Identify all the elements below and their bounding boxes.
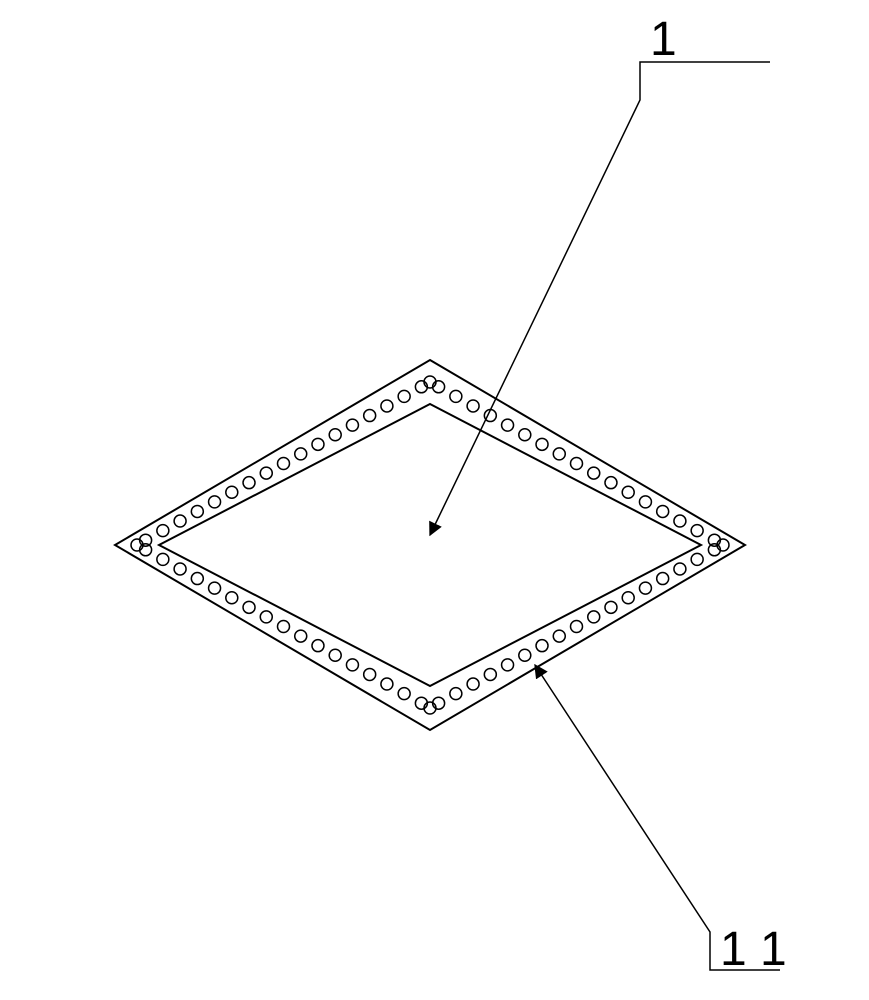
hole-circle [674, 515, 686, 527]
hole-circle [450, 390, 462, 402]
hole-circle [243, 601, 255, 613]
hole-circle [278, 458, 290, 470]
diagram-canvas: 1 1 1 [0, 0, 869, 1000]
hole-circle [502, 659, 514, 671]
callout-label-1: 1 [650, 13, 677, 66]
hole-circle [467, 678, 479, 690]
hole-circle [622, 486, 634, 498]
hole-circle [329, 429, 341, 441]
hole-circle [191, 505, 203, 517]
hole-circle [691, 525, 703, 537]
hole-row [131, 376, 729, 714]
hole-circle [346, 659, 358, 671]
hole-circle [536, 438, 548, 450]
hole-circle [639, 582, 651, 594]
hole-circle [536, 640, 548, 652]
hole-circle [260, 611, 272, 623]
hole-circle [639, 496, 651, 508]
hole-circle [191, 573, 203, 585]
plate-inner-edge [159, 404, 701, 686]
hole-circle [226, 486, 238, 498]
hole-circle [502, 419, 514, 431]
hole-circle [157, 525, 169, 537]
hole-circle [605, 601, 617, 613]
hole-circle [295, 448, 307, 460]
hole-circle [174, 515, 186, 527]
callout-leader-1 [430, 62, 770, 535]
hole-circle [157, 553, 169, 565]
hole-circle [364, 410, 376, 422]
hole-circle [312, 438, 324, 450]
hole-circle [312, 640, 324, 652]
hole-circle [674, 563, 686, 575]
hole-circle [381, 678, 393, 690]
hole-circle [295, 630, 307, 642]
callout-label-11: 1 1 [720, 923, 787, 976]
hole-circle [467, 400, 479, 412]
hole-circle [398, 688, 410, 700]
hole-circle [657, 573, 669, 585]
hole-circle [209, 496, 221, 508]
hole-circle [450, 688, 462, 700]
hole-circle [553, 448, 565, 460]
hole-circle [691, 553, 703, 565]
hole-circle [571, 458, 583, 470]
hole-circle [519, 649, 531, 661]
hole-circle [605, 477, 617, 489]
plate-outer-edge [115, 360, 745, 730]
hole-circle [329, 649, 341, 661]
hole-circle [364, 668, 376, 680]
hole-circle [243, 477, 255, 489]
hole-circle [571, 621, 583, 633]
hole-circle [346, 419, 358, 431]
hole-circle [519, 429, 531, 441]
hole-circle [209, 582, 221, 594]
hole-circle [226, 592, 238, 604]
hole-circle [553, 630, 565, 642]
hole-circle [622, 592, 634, 604]
hole-circle [278, 621, 290, 633]
hole-circle [588, 611, 600, 623]
hole-circle [398, 390, 410, 402]
hole-circle [381, 400, 393, 412]
hole-circle [260, 467, 272, 479]
hole-circle [588, 467, 600, 479]
hole-circle [484, 668, 496, 680]
hole-circle [174, 563, 186, 575]
hole-circle [657, 505, 669, 517]
